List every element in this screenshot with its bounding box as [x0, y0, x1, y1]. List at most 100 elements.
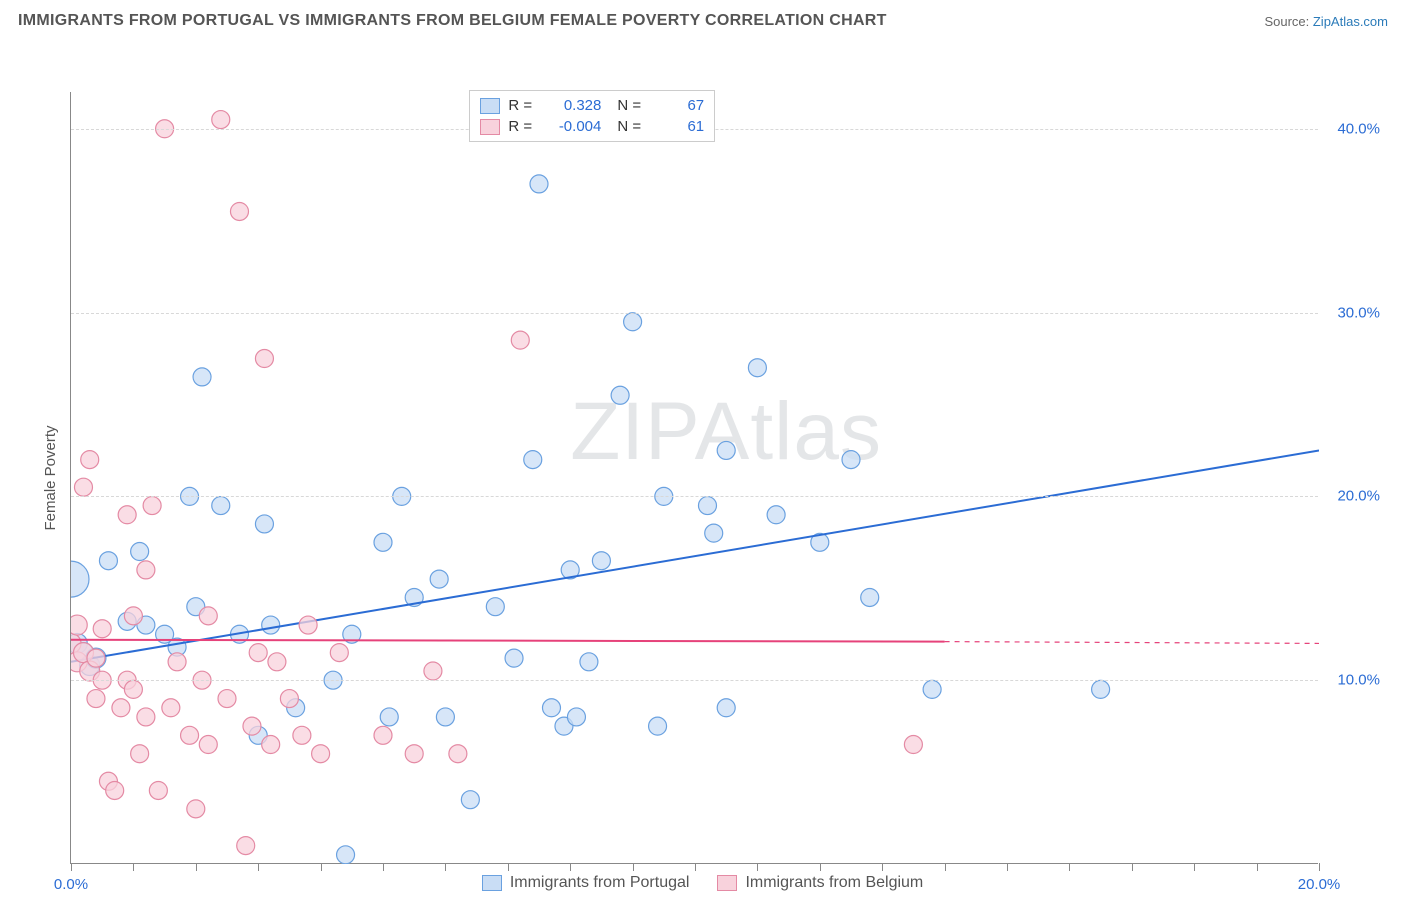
data-point-belgium	[199, 607, 217, 625]
data-point-portugal	[337, 846, 355, 864]
data-point-belgium	[124, 680, 142, 698]
data-point-portugal	[649, 717, 667, 735]
data-point-portugal	[611, 386, 629, 404]
data-point-portugal	[767, 506, 785, 524]
data-point-belgium	[74, 478, 92, 496]
legend-n-label: N =	[617, 118, 641, 135]
data-point-belgium	[237, 837, 255, 855]
data-point-belgium	[118, 506, 136, 524]
x-tick	[820, 863, 821, 871]
x-tick	[1069, 863, 1070, 871]
legend-r-label: R =	[508, 118, 538, 135]
data-point-belgium	[268, 653, 286, 671]
x-tick	[383, 863, 384, 871]
y-tick-label: 20.0%	[1337, 488, 1380, 505]
data-point-belgium	[280, 690, 298, 708]
x-tick	[945, 863, 946, 871]
data-point-portugal	[262, 616, 280, 634]
data-point-belgium	[299, 616, 317, 634]
data-point-portugal	[717, 699, 735, 717]
source-prefix: Source:	[1264, 14, 1312, 29]
data-point-belgium	[168, 653, 186, 671]
data-point-portugal	[1092, 680, 1110, 698]
x-tick	[1194, 863, 1195, 871]
x-tick	[633, 863, 634, 871]
legend-series-item-belgium: Immigrants from Belgium	[717, 874, 923, 892]
legend-n-value: 61	[649, 118, 704, 135]
data-point-portugal	[71, 561, 89, 597]
data-point-portugal	[193, 368, 211, 386]
data-point-portugal	[380, 708, 398, 726]
data-point-belgium	[181, 726, 199, 744]
data-point-belgium	[131, 745, 149, 763]
x-tick	[757, 863, 758, 871]
data-point-belgium	[312, 745, 330, 763]
legend-n-label: N =	[617, 97, 641, 114]
data-point-portugal	[505, 649, 523, 667]
legend-series-item-portugal: Immigrants from Portugal	[482, 874, 690, 892]
legend-r-value: 0.328	[546, 97, 601, 114]
legend-swatch	[480, 98, 500, 114]
data-point-portugal	[374, 533, 392, 551]
data-point-belgium	[255, 350, 273, 368]
data-point-belgium	[262, 736, 280, 754]
data-point-belgium	[243, 717, 261, 735]
data-point-belgium	[249, 644, 267, 662]
data-point-belgium	[71, 615, 87, 635]
data-point-portugal	[698, 497, 716, 515]
data-point-belgium	[511, 331, 529, 349]
data-point-belgium	[81, 451, 99, 469]
legend-swatch	[480, 119, 500, 135]
legend-series-label: Immigrants from Portugal	[510, 874, 690, 892]
chart-area: Female Poverty ZIPAtlas 10.0%20.0%30.0%4…	[18, 38, 1388, 910]
data-point-portugal	[717, 441, 735, 459]
x-tick	[1132, 863, 1133, 871]
y-tick-label: 30.0%	[1337, 304, 1380, 321]
data-point-portugal	[212, 497, 230, 515]
data-point-belgium	[904, 736, 922, 754]
x-tick	[570, 863, 571, 871]
data-point-belgium	[87, 690, 105, 708]
data-point-belgium	[143, 497, 161, 515]
legend-r-value: -0.004	[546, 118, 601, 135]
data-point-portugal	[461, 791, 479, 809]
x-tick	[133, 863, 134, 871]
y-tick-label: 10.0%	[1337, 672, 1380, 689]
data-point-portugal	[524, 451, 542, 469]
data-point-belgium	[449, 745, 467, 763]
data-point-portugal	[99, 552, 117, 570]
source-link[interactable]: ZipAtlas.com	[1313, 14, 1388, 29]
data-point-portugal	[580, 653, 598, 671]
data-point-belgium	[199, 736, 217, 754]
data-point-portugal	[530, 175, 548, 193]
x-tick	[1257, 863, 1258, 871]
data-point-belgium	[106, 781, 124, 799]
legend-series-label: Immigrants from Belgium	[745, 874, 923, 892]
data-point-belgium	[424, 662, 442, 680]
data-point-portugal	[486, 598, 504, 616]
x-tick-label: 0.0%	[54, 876, 88, 893]
data-point-belgium	[230, 202, 248, 220]
data-point-portugal	[705, 524, 723, 542]
trend-line-portugal	[71, 450, 1319, 661]
data-point-belgium	[293, 726, 311, 744]
scatter-svg	[71, 92, 1319, 864]
y-tick-label: 40.0%	[1337, 120, 1380, 137]
data-point-belgium	[187, 800, 205, 818]
data-point-portugal	[131, 543, 149, 561]
data-point-portugal	[842, 451, 860, 469]
x-tick	[258, 863, 259, 871]
data-point-belgium	[218, 690, 236, 708]
x-tick	[1007, 863, 1008, 871]
legend-correlation-box: R =0.328N =67R =-0.004N =61	[469, 90, 715, 142]
gridline	[71, 680, 1318, 681]
data-point-belgium	[149, 781, 167, 799]
plot-area: ZIPAtlas 10.0%20.0%30.0%40.0%0.0%20.0%	[70, 92, 1318, 864]
y-axis-label: Female Poverty	[42, 425, 59, 530]
data-point-belgium	[124, 607, 142, 625]
x-tick	[1319, 863, 1320, 871]
data-point-portugal	[624, 313, 642, 331]
legend-r-label: R =	[508, 97, 538, 114]
data-point-portugal	[923, 680, 941, 698]
data-point-belgium	[93, 620, 111, 638]
